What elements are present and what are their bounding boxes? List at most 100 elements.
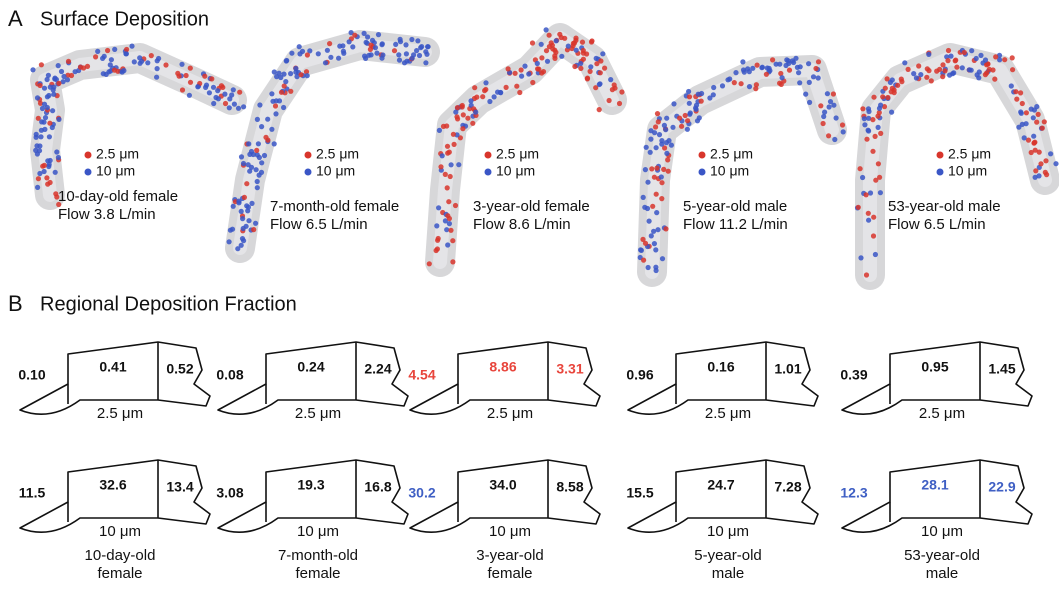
legend-label: 2.5 μm xyxy=(496,146,539,162)
region-value: 11.5 xyxy=(19,485,46,501)
particle xyxy=(352,33,357,38)
particle xyxy=(36,176,41,181)
particle xyxy=(895,83,900,88)
particle xyxy=(580,40,585,45)
particle xyxy=(871,233,876,238)
particle xyxy=(445,242,450,247)
particle xyxy=(656,119,661,124)
particle xyxy=(602,66,607,71)
particle xyxy=(465,116,470,121)
region-value: 15.5 xyxy=(626,485,653,501)
particle-size: 2.5 μm xyxy=(705,405,751,422)
panel-title: Regional Deposition Fraction xyxy=(40,293,297,315)
particle xyxy=(664,140,669,145)
region-diagram: 30.234.08.5810 μm xyxy=(408,460,600,540)
particle xyxy=(487,99,492,104)
particle xyxy=(659,196,664,201)
particle-size: 10 μm xyxy=(707,523,749,540)
particle xyxy=(929,78,934,83)
particle xyxy=(418,45,423,50)
particle xyxy=(597,107,602,112)
particle xyxy=(984,62,989,67)
particle xyxy=(155,66,160,71)
particle xyxy=(679,124,684,129)
particle-size: 2.5 μm xyxy=(295,405,341,422)
particle xyxy=(179,62,184,67)
particle xyxy=(786,58,791,63)
particle xyxy=(664,151,669,156)
particle xyxy=(670,125,675,130)
particle xyxy=(289,51,294,56)
particle xyxy=(1031,115,1036,120)
particle xyxy=(35,95,40,100)
particle xyxy=(890,77,895,82)
particle xyxy=(821,121,826,126)
particle xyxy=(914,75,919,80)
particle xyxy=(648,137,653,142)
particle xyxy=(942,68,947,73)
particle xyxy=(46,73,51,78)
particle xyxy=(299,72,304,77)
particle xyxy=(647,219,652,224)
particle xyxy=(262,153,267,158)
particle xyxy=(960,65,965,70)
particle xyxy=(231,204,236,209)
region-value: 0.95 xyxy=(921,359,948,375)
particle xyxy=(449,162,454,167)
figure: A Surface Deposition B Regional Depositi… xyxy=(0,0,1059,591)
particle xyxy=(437,128,442,133)
particle xyxy=(255,185,260,190)
subject-label: 7-month-old xyxy=(278,547,358,564)
legend-dot xyxy=(937,169,944,176)
particle xyxy=(255,179,260,184)
particle xyxy=(732,80,737,85)
particle xyxy=(445,144,450,149)
particle xyxy=(549,40,554,45)
particle xyxy=(448,174,453,179)
particle xyxy=(1038,161,1043,166)
particle xyxy=(1014,97,1019,102)
particle xyxy=(65,77,70,82)
particle xyxy=(281,72,286,77)
particle xyxy=(392,48,397,53)
region-outline xyxy=(410,342,600,414)
particle-size: 10 μm xyxy=(297,523,339,540)
particle xyxy=(305,52,310,57)
particle xyxy=(323,60,328,65)
particle xyxy=(594,56,599,61)
region-diagram: 0.960.161.012.5 μm xyxy=(626,342,818,422)
particle xyxy=(93,54,98,59)
particle xyxy=(878,190,883,195)
particle xyxy=(195,84,200,89)
region-diagram: 15.524.77.2810 μm xyxy=(626,460,818,540)
particle xyxy=(453,203,458,208)
particle xyxy=(649,166,654,171)
particle xyxy=(840,122,845,127)
particle xyxy=(424,52,429,57)
particle xyxy=(253,221,258,226)
particle xyxy=(468,98,473,103)
particle xyxy=(652,241,657,246)
particle xyxy=(30,67,35,72)
particle-size: 2.5 μm xyxy=(487,405,533,422)
particle xyxy=(45,105,50,110)
particle xyxy=(866,106,871,111)
particle xyxy=(787,68,792,73)
particle xyxy=(593,85,598,90)
particle xyxy=(648,150,653,155)
particle xyxy=(277,98,282,103)
particle xyxy=(866,211,871,216)
particle xyxy=(447,221,452,226)
particle xyxy=(232,102,237,107)
particle xyxy=(450,259,455,264)
particle xyxy=(69,73,74,78)
particle xyxy=(826,133,831,138)
particle xyxy=(132,59,137,64)
particle xyxy=(188,80,193,85)
particle xyxy=(504,85,509,90)
subject-caption: Flow 3.8 L/min xyxy=(58,206,156,223)
particle xyxy=(259,124,264,129)
particle xyxy=(832,137,837,142)
particle xyxy=(816,59,821,64)
panel-label: A xyxy=(8,6,23,31)
